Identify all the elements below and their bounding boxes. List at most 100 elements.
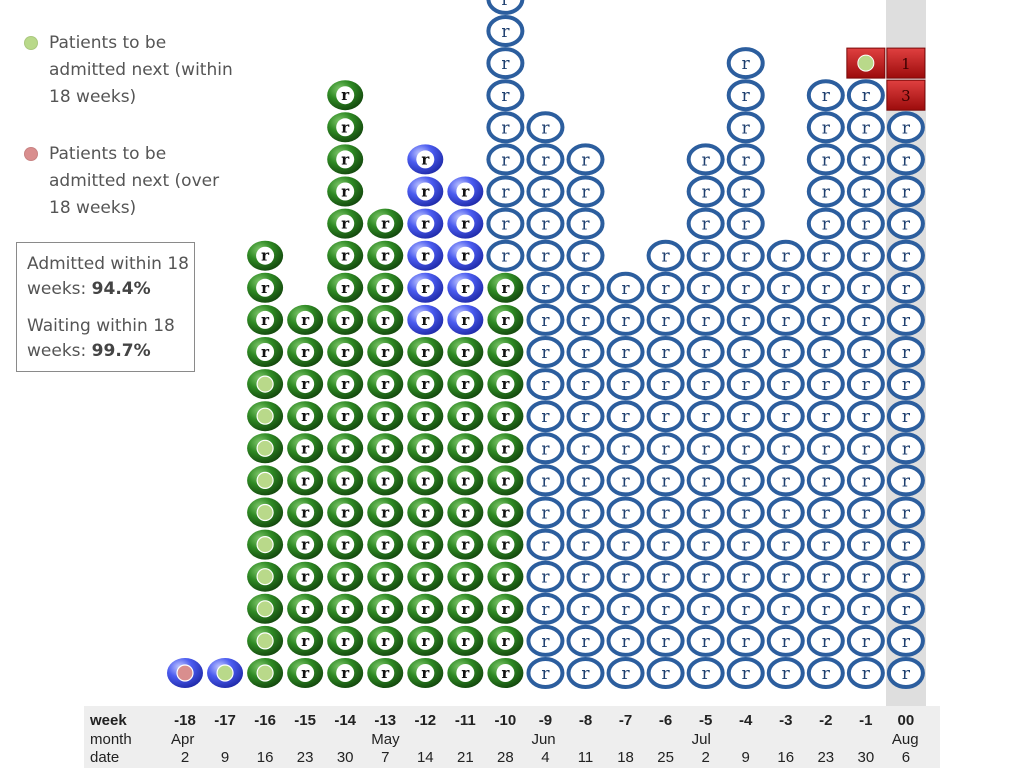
- marker-week--14-level-16-badge: [336, 182, 355, 201]
- marker-week--10-level-17: r: [486, 143, 525, 176]
- marker-week--12-level-6-badge: [416, 503, 435, 522]
- marker-week--11-level-5-badge: [456, 535, 475, 554]
- marker-week--11-level-3-badge: [456, 599, 475, 618]
- marker-week--5-level-16-ring: [686, 175, 725, 208]
- marker-week--12-level-8-badge: [416, 439, 435, 458]
- marker-week--12-level-6: r: [407, 497, 444, 528]
- marker-week--9-level-6: r: [526, 496, 565, 529]
- tick-date-12: 18: [617, 749, 634, 766]
- marker-week--9-level-18-glyph: r: [541, 118, 550, 138]
- marker-week--13-level-2-glyph: r: [381, 632, 390, 650]
- marker-week--4-level-3: r: [726, 592, 765, 625]
- marker-week--11-level-6-badge: [456, 503, 475, 522]
- marker-week-00-level-5: r: [886, 528, 925, 561]
- tick-month-19: Aug: [891, 731, 919, 748]
- marker-week-00-level-3: r: [886, 592, 925, 625]
- marker-week--12-level-15-glyph: r: [421, 215, 430, 233]
- marker-week--4-level-18: r: [726, 111, 765, 144]
- waiting-within-label: Waiting within 18 weeks:: [27, 316, 175, 361]
- marker-week-00-level-3-glyph: r: [902, 600, 911, 620]
- marker-week--6-level-6: r: [646, 496, 685, 529]
- marker-week--6-level-9-ring: [646, 400, 685, 433]
- marker-week--12-level-7: r: [407, 465, 444, 496]
- marker-week--16-level-7-next-dot: [256, 471, 274, 489]
- marker-week-00-level-2-glyph: r: [902, 632, 911, 652]
- marker-week--4-level-15-glyph: r: [742, 215, 751, 235]
- marker-week--11-level-7: r: [447, 465, 484, 496]
- marker-week--8-level-9: r: [566, 400, 605, 433]
- marker-week--1-level-8-glyph: r: [862, 439, 871, 459]
- marker-week--17-level-1-next-dot: [216, 664, 234, 682]
- marker-week--12-level-4-glyph: r: [421, 568, 430, 586]
- marker-week--10-level-21: r: [486, 15, 525, 47]
- marker-week--8-level-3-ring: [566, 592, 605, 625]
- marker-week--1-level-17-glyph: r: [862, 150, 871, 170]
- marker-week--1-level-19-glyph: r: [862, 86, 871, 106]
- marker-week-00-level-7-glyph: r: [902, 471, 911, 491]
- marker-week--12-level-8-glyph: r: [421, 439, 430, 457]
- marker-week--11-level-1: r: [447, 658, 484, 688]
- marker-week--7-level-9: r: [606, 400, 645, 433]
- marker-week-00-level-8-glyph: r: [902, 439, 911, 459]
- marker-week--2-level-9: r: [806, 400, 845, 433]
- marker-week--2-level-13: r: [806, 271, 845, 304]
- marker-week--11-level-10: r: [447, 369, 484, 400]
- marker-week-00-level-18: r: [886, 111, 925, 144]
- marker-week--14-level-1-glyph: r: [341, 664, 350, 682]
- marker-week--3-level-2-glyph: r: [782, 632, 791, 652]
- marker-week--5-level-5-ring: [686, 528, 725, 561]
- marker-week--8-level-8-glyph: r: [581, 439, 590, 459]
- marker-week--8-level-16-glyph: r: [581, 183, 590, 203]
- marker-week--9-level-8-glyph: r: [541, 439, 550, 459]
- marker-week--2-level-18-ring: [806, 111, 845, 144]
- marker-week-00-level-3-ring: [886, 592, 925, 625]
- marker-week--12-level-9: r: [407, 401, 444, 432]
- marker-week--8-level-13: r: [566, 271, 605, 304]
- marker-week--10-level-15: r: [486, 207, 525, 240]
- tick-month-1: Apr: [171, 731, 195, 748]
- marker-week--14-level-12-glyph: r: [341, 311, 350, 329]
- marker-week--1-level-11-ring: [846, 336, 885, 368]
- marker-week--7-level-12-ring: [606, 303, 645, 336]
- marker-week--2-level-4-ring: [806, 560, 845, 593]
- marker-week--1-level-5: r: [846, 528, 885, 561]
- marker-week--6-level-9: r: [646, 400, 685, 433]
- tick-date-4: 23: [296, 749, 314, 766]
- marker-week--9-level-11: r: [526, 336, 565, 368]
- marker-week--14-level-12-badge: [336, 310, 355, 329]
- marker-week--9-level-1-glyph: r: [541, 664, 550, 684]
- tick-date-6: 7: [381, 749, 390, 766]
- marker-week--1-level-3-ring: [846, 592, 885, 625]
- marker-week--6-level-2-ring: [646, 624, 685, 657]
- marker-week--12-level-1-glyph: r: [421, 664, 430, 682]
- marker-week--10-level-22-ring: [486, 0, 525, 15]
- marker-week--14-level-14-glyph: r: [341, 247, 350, 265]
- marker-week-00-level-6: r: [886, 496, 925, 529]
- marker-week--3-level-3-ring: [766, 592, 805, 625]
- marker-week--5-level-13-glyph: r: [702, 279, 711, 299]
- marker-week--9-level-2-ring: [526, 624, 565, 657]
- marker-week--8-level-15: r: [566, 207, 605, 240]
- marker-week--6-level-13: r: [646, 271, 685, 304]
- marker-week--4-level-18-glyph: r: [742, 118, 751, 138]
- marker-week--8-level-4-glyph: r: [581, 568, 590, 588]
- axis-week-label: week: [90, 712, 127, 729]
- marker-week--16-level-10-next-dot: [256, 375, 274, 393]
- marker-week-00-level-14-ring: [886, 239, 925, 272]
- marker-week-00-level-12-ring: [886, 303, 925, 336]
- marker-week--2-level-4-glyph: r: [822, 568, 831, 588]
- marker-week--6-level-2-glyph: r: [662, 632, 671, 652]
- marker-week--12-level-10-glyph: r: [421, 375, 430, 393]
- tick-date-18: 30: [857, 749, 875, 766]
- marker-week--3-level-14: r: [766, 239, 805, 272]
- marker-week--12-level-11-badge: [416, 343, 435, 361]
- marker-week--1-level-20-next-dot: [857, 54, 875, 72]
- marker-week--15-level-8-glyph: r: [301, 439, 310, 457]
- marker-week--10-level-3-badge: [496, 599, 515, 618]
- marker-week--4-level-14-ring: [726, 239, 765, 272]
- marker-week--8-level-6-glyph: r: [581, 504, 590, 524]
- marker-week--3-level-1-ring: [766, 657, 805, 689]
- marker-week--10-level-10-glyph: r: [501, 375, 510, 393]
- marker-week--15-level-11: r: [287, 337, 324, 367]
- marker-week--8-level-2: r: [566, 624, 605, 657]
